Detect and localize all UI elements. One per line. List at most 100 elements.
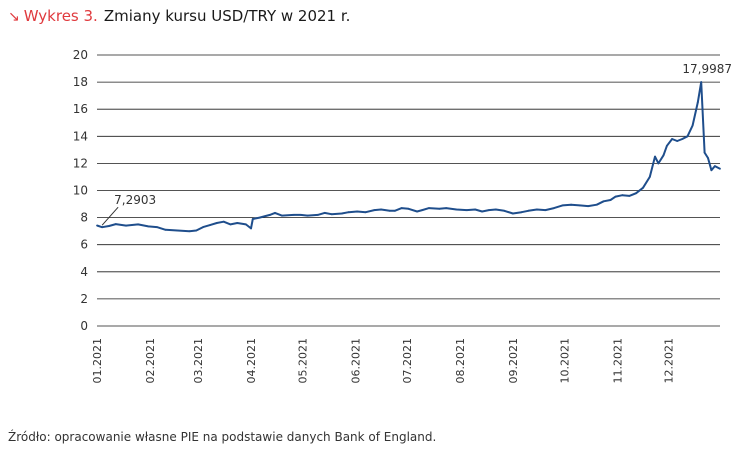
data-point [536,208,538,211]
x-tick-label: 08.2021 [454,338,467,384]
data-point [691,124,694,127]
data-point [323,212,326,214]
data-point [222,220,225,223]
data-point [274,212,276,214]
data-point [280,214,283,217]
x-tick-label: 11.2021 [611,338,624,384]
data-point [445,207,448,210]
data-point [364,211,367,214]
data-point [407,207,410,210]
source-note: Źródło: opracowanie własne PIE na podsta… [8,430,437,444]
data-point [438,207,441,210]
data-point [108,225,110,227]
data-point [676,140,679,142]
data-point [587,205,590,208]
x-tick-label: 04.2021 [245,338,258,384]
data-point [455,208,458,211]
series-line [96,81,721,233]
x-tick-label: 09.2021 [507,338,520,384]
data-point [707,157,709,159]
data-point [101,226,103,229]
data-point [642,186,644,189]
data-point [703,151,706,154]
annotations: 7,2903 17,9987 [101,62,732,226]
data-point [114,223,117,226]
data-point [380,208,382,211]
grid-lines [97,54,720,327]
data-point [681,138,684,140]
data-point [125,224,127,227]
data-point [700,81,703,83]
series-line-layer [96,81,721,233]
data-point [292,214,295,216]
data-point [147,225,150,228]
chart-title: ↘ Wykres 3. Zmiany kursu USD/TRY w 2021 r. [8,6,350,27]
y-tick-label: 6 [80,238,88,252]
data-point [666,144,668,147]
data-point [503,209,506,212]
data-point [494,208,497,211]
data-point [330,213,333,216]
x-tick-label: 06.2021 [349,338,362,384]
x-tick-label: 12.2021 [663,338,676,384]
chart-title-text: Zmiany kursu USD/TRY w 2021 r. [103,7,351,25]
data-point [388,209,391,212]
data-point [648,176,651,178]
data-point [416,210,418,213]
data-point [512,212,514,215]
data-point [544,209,547,212]
data-point [621,194,624,197]
y-tick-label: 2 [80,292,88,306]
data-point [393,209,396,212]
data-point [188,230,191,233]
data-point [570,203,572,206]
data-point [236,222,239,224]
arrow-down-right-icon: ↘ [8,9,20,25]
x-tick-label: 07.2021 [401,338,414,384]
data-point [561,204,564,207]
data-point [195,229,198,232]
data-point [635,192,637,195]
data-point [176,229,179,232]
data-point [209,224,211,227]
data-point [614,195,617,198]
annotation-start-value: 7,2903 [114,193,156,207]
data-point [245,223,247,226]
y-tick-label: 14 [73,129,88,143]
x-tick-label: 05.2021 [296,338,309,384]
data-point [481,210,483,213]
data-point [595,203,598,206]
data-point [373,209,376,212]
data-point [710,169,713,172]
data-point [488,209,490,212]
data-point [96,224,98,227]
data-point [714,165,716,168]
data-point [428,207,430,210]
y-tick-label: 18 [73,75,88,89]
x-tick-label: 01.2021 [91,338,104,384]
data-point [719,167,721,170]
chart-number: Wykres 3. [23,7,98,25]
data-point [520,211,523,214]
data-point [306,214,309,217]
data-point [628,195,631,197]
data-point [662,154,665,157]
data-point [299,214,302,216]
data-point [164,228,167,231]
data-point [356,210,359,213]
data-point [250,227,252,230]
data-point [156,226,158,229]
y-axis-ticks: 0 2 4 6 8 10 12 14 16 18 20 [73,48,88,333]
data-point [229,223,232,226]
data-point [602,200,605,203]
data-point [347,211,350,214]
y-tick-label: 20 [73,48,88,62]
data-point [421,209,424,212]
annotation-peak-value: 17,9987 [682,62,732,76]
y-tick-label: 10 [73,184,88,198]
x-tick-label: 10.2021 [558,338,571,384]
data-point [215,222,218,224]
y-tick-label: 4 [80,265,88,279]
data-point [465,209,468,212]
